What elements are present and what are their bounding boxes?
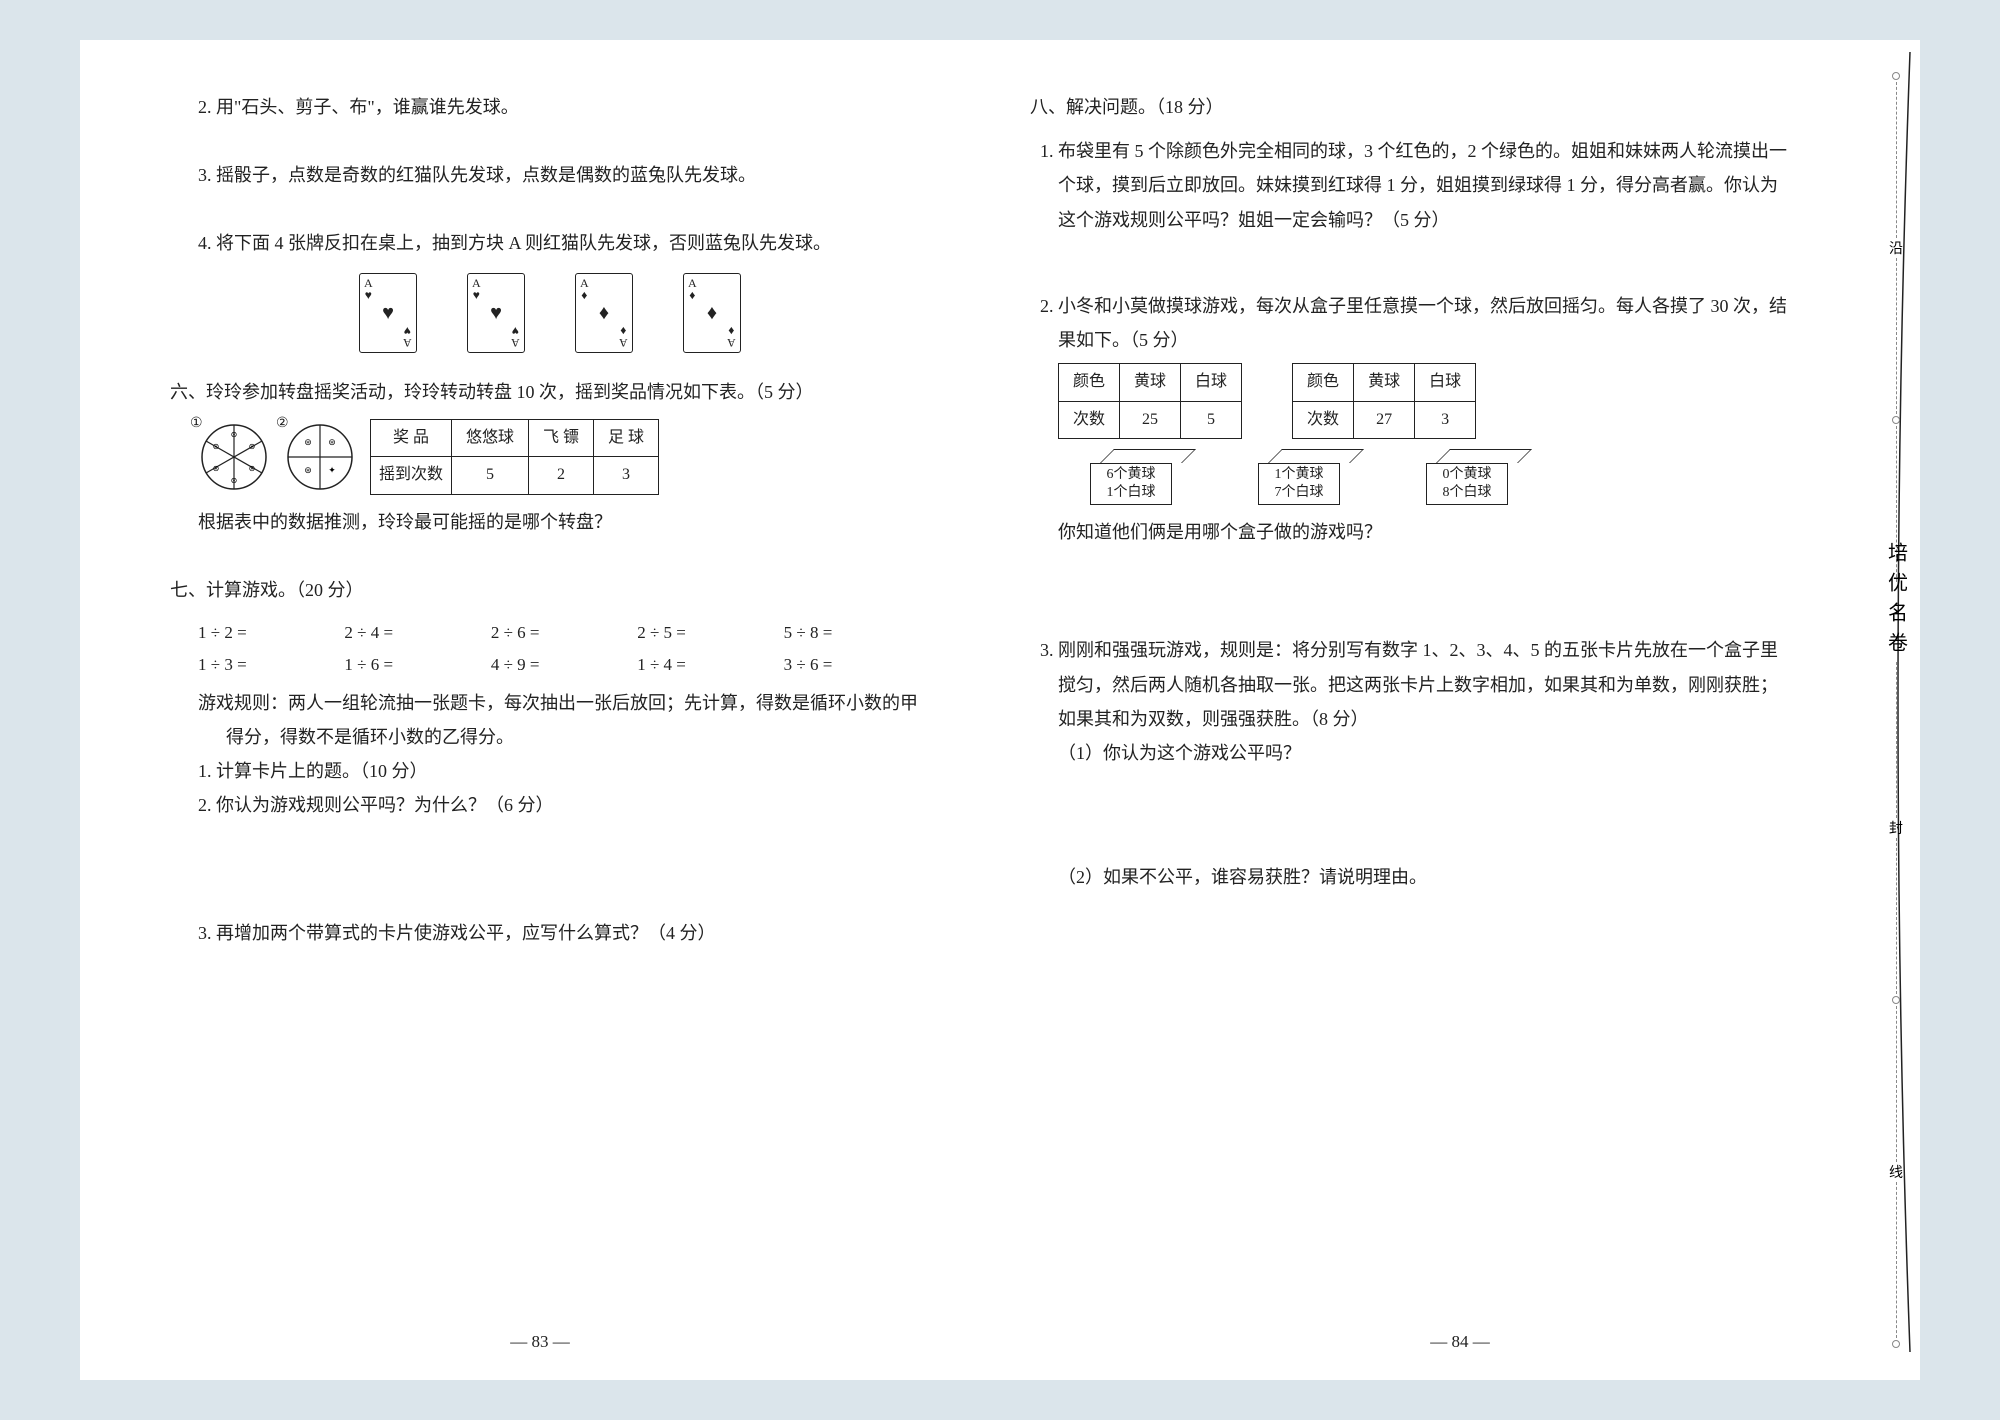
q5-2: 2. 用"石头、剪子、布"，谁赢谁先发球。: [170, 90, 930, 124]
sec8-q3-intro: 3. 刚刚和强强玩游戏，规则是：将分别写有数字 1、2、3、4、5 的五张卡片先…: [1030, 633, 1790, 736]
color-tables: 颜色 黄球 白球 次数 25 5 颜色 黄球 白球 次数 27: [1030, 363, 1790, 439]
section-7-title: 七、计算游戏。（20 分）: [170, 573, 930, 607]
card-1: A♥ ♥ A♥: [359, 273, 417, 353]
sec7-q3: 3. 再增加两个带算式的卡片使游戏公平，应写什么算式？（4 分）: [170, 916, 930, 950]
svg-text:⊛: ⊛: [304, 437, 312, 447]
color-table-b: 颜色 黄球 白球 次数 27 3: [1292, 363, 1476, 439]
svg-text:⊛: ⊛: [328, 437, 336, 447]
boxes-row: 6个黄球1个白球 1个黄球7个白球 0个黄球8个白球: [1030, 449, 1790, 505]
calc-row-2: 1 ÷ 3 = 1 ÷ 6 = 4 ÷ 9 = 1 ÷ 4 = 3 ÷ 6 =: [170, 649, 930, 681]
page-number-left: — 83 —: [80, 1326, 1000, 1358]
right-margin-decoration: 沿 培优名卷 封 线: [1872, 40, 1920, 1380]
sec7-rule: 游戏规则：两人一组轮流抽一张题卡，每次抽出一张后放回；先计算，得数是循环小数的甲…: [170, 686, 930, 754]
spinner-2: ② ⊛ ✦ ⊛ ⊛: [284, 421, 356, 493]
color-table-a: 颜色 黄球 白球 次数 25 5: [1058, 363, 1242, 439]
sec7-q1: 1. 计算卡片上的题。（10 分）: [170, 754, 930, 788]
calc-row-1: 1 ÷ 2 = 2 ÷ 4 = 2 ÷ 6 = 2 ÷ 5 = 5 ÷ 8 =: [170, 617, 930, 649]
section-6-foot: 根据表中的数据推测，玲玲最可能摇的是哪个转盘？: [170, 505, 930, 539]
svg-text:⊛: ⊛: [213, 464, 220, 473]
sec8-q2-intro: 2. 小冬和小莫做摸球游戏，每次从盒子里任意摸一个球，然后放回摇匀。每人各摸了 …: [1030, 289, 1790, 357]
card-2: A♥ ♥ A♥: [467, 273, 525, 353]
section-6-title: 六、玲玲参加转盘摇奖活动，玲玲转动转盘 10 次，摇到奖品情况如下表。（5 分）: [170, 375, 930, 409]
spinner-1: ① ⊛ ⊛ ⊛ ⊛ ⊛ ⊛: [198, 421, 270, 493]
svg-text:⊛: ⊛: [304, 465, 312, 475]
sec8-q1: 1. 布袋里有 5 个除颜色外完全相同的球，3 个红色的，2 个绿色的。姐姐和妹…: [1030, 134, 1790, 237]
svg-text:⊛: ⊛: [231, 430, 238, 439]
left-column: 2. 用"石头、剪子、布"，谁赢谁先发球。 3. 摇骰子，点数是奇数的红猫队先发…: [140, 90, 980, 1350]
sec8-q2-foot: 你知道他们俩是用哪个盒子做的游戏吗？: [1030, 515, 1790, 549]
margin-brand: 培优名卷: [1882, 542, 1911, 662]
cards-row: A♥ ♥ A♥ A♥ ♥ A♥ A♦ ♦ A♦ A♦ ♦ A♦: [170, 273, 930, 353]
svg-text:⊛: ⊛: [231, 476, 238, 485]
svg-text:⊛: ⊛: [249, 442, 256, 451]
svg-text:✦: ✦: [328, 465, 336, 475]
worksheet-page: 2. 用"石头、剪子、布"，谁赢谁先发球。 3. 摇骰子，点数是奇数的红猫队先发…: [80, 40, 1920, 1380]
margin-char-bot: 线: [1889, 1162, 1903, 1182]
svg-text:⊛: ⊛: [213, 442, 220, 451]
sec8-q3-2: （2）如果不公平，谁容易获胜？请说明理由。: [1030, 860, 1790, 894]
prize-table: 奖 品 悠悠球 飞 镖 足 球 摇到次数 5 2 3: [370, 419, 659, 495]
card-3: A♦ ♦ A♦: [575, 273, 633, 353]
margin-char-top: 沿: [1889, 238, 1903, 258]
section-8-title: 八、解决问题。（18 分）: [1030, 90, 1790, 124]
margin-char-mid: 封: [1889, 818, 1903, 838]
box-2: 1个黄球7个白球: [1258, 449, 1356, 505]
box-3: 0个黄球8个白球: [1426, 449, 1524, 505]
spinner-row: ① ⊛ ⊛ ⊛ ⊛ ⊛ ⊛ ②: [198, 419, 930, 495]
card-4: A♦ ♦ A♦: [683, 273, 741, 353]
right-column: 八、解决问题。（18 分） 1. 布袋里有 5 个除颜色外完全相同的球，3 个红…: [980, 90, 1860, 1350]
q5-4-text: 4. 将下面 4 张牌反扣在桌上，抽到方块 A 则红猫队先发球，否则蓝兔队先发球…: [170, 226, 930, 260]
sec8-q3-1: （1）你认为这个游戏公平吗？: [1030, 736, 1790, 770]
svg-text:⊛: ⊛: [249, 464, 256, 473]
sec7-q2: 2. 你认为游戏规则公平吗？为什么？（6 分）: [170, 788, 930, 822]
q5-3: 3. 摇骰子，点数是奇数的红猫队先发球，点数是偶数的蓝兔队先发球。: [170, 158, 930, 192]
page-number-right: — 84 —: [1000, 1326, 1920, 1358]
box-1: 6个黄球1个白球: [1090, 449, 1188, 505]
